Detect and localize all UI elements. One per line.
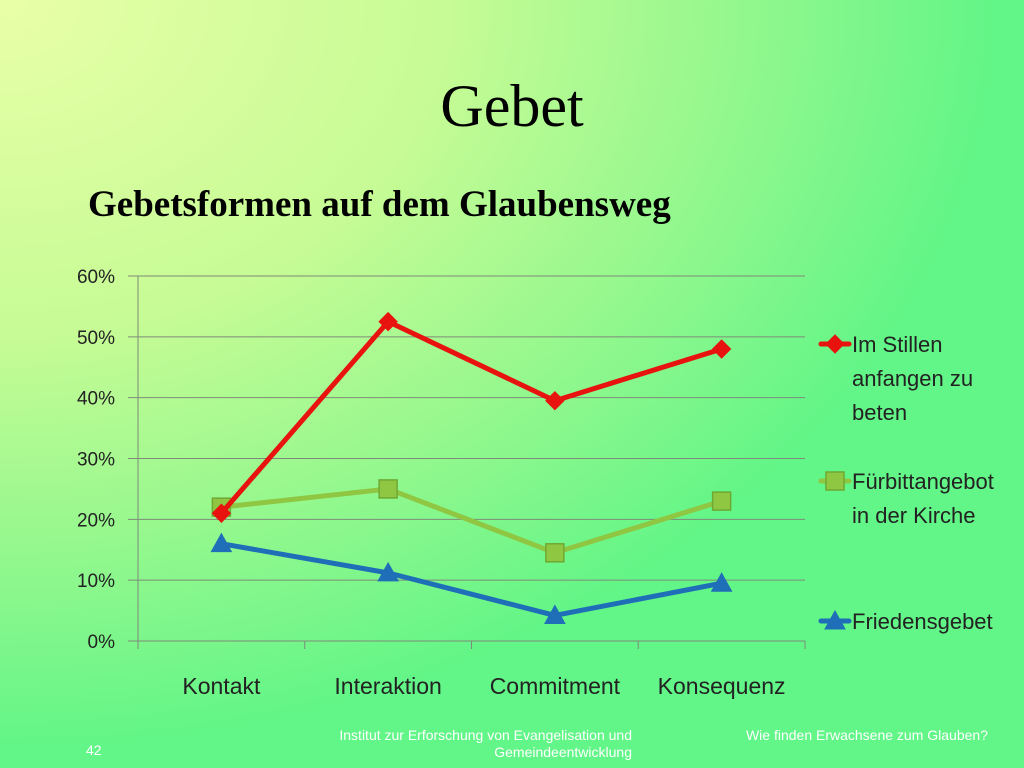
data-point xyxy=(378,479,398,499)
y-tick-label: 0% xyxy=(88,632,116,653)
legend-marker xyxy=(825,334,845,354)
series-line xyxy=(218,541,725,618)
series-line xyxy=(218,486,725,556)
data-point xyxy=(378,311,398,332)
slide-number: 42 xyxy=(86,742,102,758)
data-point xyxy=(210,532,233,553)
legend-marker xyxy=(824,609,846,630)
legend-label: anfangen zu xyxy=(852,366,973,391)
slide-title: Gebet xyxy=(440,73,584,139)
x-tick-label: Konsequenz xyxy=(658,673,786,699)
data-point xyxy=(544,604,566,624)
data-point xyxy=(711,339,732,359)
data-point xyxy=(545,391,565,411)
legend-marker xyxy=(825,471,845,491)
legend-label: Friedensgebet xyxy=(852,609,993,634)
y-tick-label: 60% xyxy=(77,267,115,288)
series-line xyxy=(218,319,725,516)
x-tick-label: Interaktion xyxy=(334,673,441,699)
data-point xyxy=(545,543,565,563)
legend-label: in der Kirche xyxy=(852,503,976,528)
footer-institute: Institut zur Erforschung von Evangelisat… xyxy=(339,727,632,760)
x-tick-label: Commitment xyxy=(490,673,621,699)
footer-presentation-title: Wie finden Erwachsene zum Glauben? xyxy=(745,727,988,743)
legend-label: Fürbittangebot xyxy=(852,469,994,494)
y-tick-label: 30% xyxy=(77,450,115,471)
data-point xyxy=(711,491,732,511)
legend-label: beten xyxy=(852,400,907,425)
data-point xyxy=(211,503,232,523)
data-point xyxy=(377,561,399,582)
y-tick-label: 40% xyxy=(77,389,115,410)
y-tick-label: 10% xyxy=(77,571,115,592)
y-tick-label: 20% xyxy=(77,510,115,531)
chart-subtitle: Gebetsformen auf dem Glaubensweg xyxy=(88,184,671,225)
data-point xyxy=(710,572,733,592)
y-tick-label: 50% xyxy=(77,328,115,349)
x-tick-label: Kontakt xyxy=(182,673,261,699)
legend-label: Im Stillen xyxy=(852,332,942,357)
